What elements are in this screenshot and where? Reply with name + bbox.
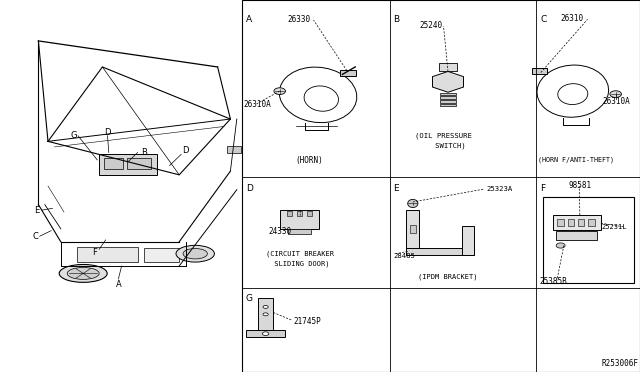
- Bar: [440, 104, 456, 106]
- Bar: [144, 248, 179, 262]
- Bar: [280, 210, 319, 229]
- Ellipse shape: [408, 199, 418, 208]
- Ellipse shape: [67, 267, 99, 279]
- Text: D: D: [104, 128, 111, 137]
- Bar: [543, 197, 634, 283]
- Text: B: B: [141, 148, 147, 157]
- Bar: [340, 70, 356, 76]
- Text: B: B: [394, 15, 400, 24]
- Ellipse shape: [262, 332, 269, 336]
- Bar: [406, 210, 419, 255]
- Text: 28485: 28485: [393, 253, 415, 259]
- Text: E: E: [394, 184, 399, 193]
- Text: (IPDM BRACKET): (IPDM BRACKET): [419, 273, 477, 280]
- Bar: [439, 63, 457, 71]
- Text: (HORN): (HORN): [295, 156, 323, 165]
- Bar: [99, 154, 157, 175]
- Text: 26330: 26330: [287, 15, 310, 24]
- Bar: [568, 219, 574, 226]
- Text: 26310A: 26310A: [603, 97, 630, 106]
- Bar: [297, 211, 302, 216]
- Ellipse shape: [274, 88, 285, 94]
- Bar: [557, 219, 564, 226]
- Text: (CIRCUIT BREAKER: (CIRCUIT BREAKER: [266, 250, 333, 257]
- Bar: [410, 225, 416, 232]
- Bar: [532, 68, 547, 74]
- Text: 25385B: 25385B: [540, 277, 567, 286]
- Text: A: A: [246, 15, 252, 24]
- Bar: [227, 146, 241, 153]
- Text: 21745P: 21745P: [293, 317, 321, 326]
- Bar: [127, 158, 151, 169]
- Text: F: F: [92, 248, 97, 257]
- Ellipse shape: [556, 243, 565, 248]
- Bar: [288, 229, 311, 234]
- Text: SWITCH): SWITCH): [422, 142, 465, 149]
- Text: 25240: 25240: [419, 21, 442, 30]
- Text: 25231L: 25231L: [602, 224, 627, 230]
- Text: G: G: [70, 131, 77, 140]
- Text: G: G: [246, 294, 253, 303]
- Bar: [462, 226, 474, 255]
- Ellipse shape: [263, 305, 268, 308]
- Text: 25323A: 25323A: [486, 186, 513, 192]
- Ellipse shape: [60, 264, 108, 282]
- Bar: [258, 298, 273, 331]
- Text: D: D: [246, 184, 253, 193]
- Text: 26310: 26310: [560, 14, 583, 23]
- Bar: [440, 100, 456, 103]
- Text: (HORN F/ANTI-THEFT): (HORN F/ANTI-THEFT): [538, 157, 614, 163]
- Text: C: C: [540, 15, 547, 24]
- Text: 24330: 24330: [269, 227, 292, 236]
- Polygon shape: [433, 71, 463, 92]
- Bar: [307, 211, 312, 216]
- Text: D: D: [182, 146, 189, 155]
- Bar: [440, 96, 456, 99]
- Text: F: F: [540, 184, 545, 193]
- Text: E: E: [35, 206, 40, 215]
- Bar: [588, 219, 595, 226]
- Bar: [553, 215, 601, 230]
- Ellipse shape: [183, 248, 207, 259]
- Ellipse shape: [176, 246, 214, 262]
- Text: A: A: [116, 280, 121, 289]
- Bar: [440, 93, 456, 95]
- Bar: [104, 158, 123, 169]
- Text: R253006F: R253006F: [601, 359, 638, 368]
- Bar: [77, 247, 138, 262]
- Bar: [578, 219, 584, 226]
- Ellipse shape: [610, 91, 621, 97]
- Bar: [406, 248, 474, 255]
- Bar: [287, 211, 292, 216]
- Bar: [246, 330, 285, 337]
- Text: (OIL PRESSURE: (OIL PRESSURE: [415, 132, 472, 139]
- Text: 26310A: 26310A: [243, 100, 271, 109]
- Ellipse shape: [263, 313, 268, 316]
- Bar: [242, 0, 640, 372]
- Bar: [556, 231, 597, 240]
- Text: SLIDING DOOR): SLIDING DOOR): [270, 261, 329, 267]
- Text: 98581: 98581: [568, 182, 591, 190]
- Text: C: C: [32, 232, 38, 241]
